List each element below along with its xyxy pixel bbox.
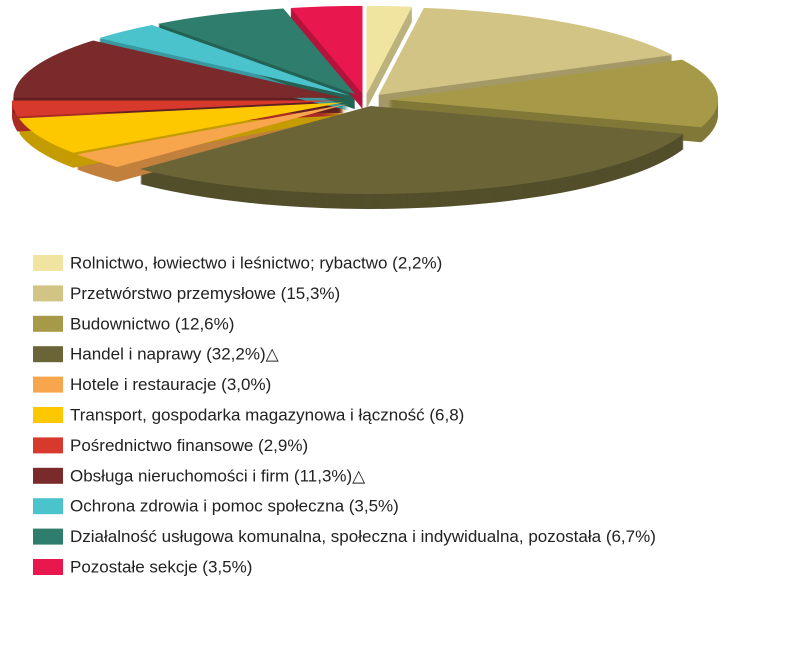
- slice: [13, 40, 344, 98]
- legend-label: Hotele i restauracje (3,0%): [70, 375, 271, 394]
- legend-swatch: [33, 437, 63, 454]
- legend-label: Rolnictwo, łowiectwo i leśnictwo; rybact…: [70, 253, 442, 272]
- slice: [140, 105, 684, 194]
- legend-swatch: [33, 498, 63, 515]
- legend-swatch: [33, 315, 63, 332]
- slice: [158, 8, 356, 95]
- slice: [366, 5, 413, 94]
- legend-swatch: [33, 467, 63, 484]
- legend-swatch: [33, 255, 63, 271]
- slice: [76, 103, 348, 167]
- legend-label: Pozostałe sekcje (3,5%): [70, 557, 252, 576]
- legend-label: Handel i naprawy (32,2%)△: [70, 345, 280, 364]
- legend-swatch: [33, 376, 63, 393]
- slice: [19, 102, 344, 153]
- legend-label: Budownictwo (12,6%): [70, 314, 234, 333]
- legend-swatch: [33, 559, 63, 575]
- legend-swatch: [33, 285, 63, 302]
- legend-label: Obsługa nieruchomości i firm (11,3%)△: [70, 466, 366, 485]
- slice: [378, 7, 673, 95]
- slice: [98, 24, 350, 96]
- slice: [290, 5, 363, 94]
- slice: [388, 59, 719, 128]
- legend-label: Ochrona zdrowia i pomoc społeczna (3,5%): [70, 497, 399, 516]
- legend-label: Działalność usługowa komunalna, społeczn…: [70, 527, 656, 546]
- legend-label: Pośrednictwo finansowe (2,9%): [70, 436, 308, 455]
- legend-label: Przetwórstwo przemysłowe (15,3%): [70, 284, 340, 303]
- legend-label: Transport, gospodarka magazynowa i łączn…: [70, 405, 464, 424]
- slice: [11, 100, 342, 117]
- legend-swatch: [33, 407, 63, 423]
- legend-swatch: [33, 528, 63, 545]
- legend-swatch: [33, 346, 63, 363]
